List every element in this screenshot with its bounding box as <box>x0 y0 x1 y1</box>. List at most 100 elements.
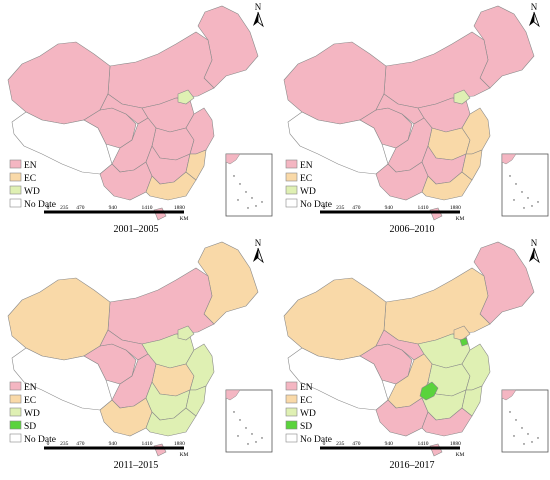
panel-period-title: 2016–2017 <box>390 460 435 471</box>
inset-island-2 <box>521 191 523 193</box>
panel-period-title: 2001–2005 <box>114 224 159 235</box>
region-hainan <box>429 207 443 221</box>
inset-island-5 <box>261 201 263 203</box>
north-label: N <box>255 238 262 248</box>
scale-tick-label: 1880 <box>450 441 461 447</box>
region-xinjiang <box>283 41 387 125</box>
china-map <box>283 241 535 457</box>
legend-label-ec: EC <box>300 396 312 406</box>
legend-swatch-nodate <box>285 198 298 208</box>
scale-tick-label: 1410 <box>418 205 429 211</box>
legend-label-wd: WD <box>24 187 40 197</box>
legend-swatch-ec <box>9 394 22 404</box>
region-hainan <box>153 443 167 457</box>
inset-island-1 <box>515 419 517 421</box>
south-china-sea-inset <box>225 153 273 217</box>
north-label: N <box>255 2 262 12</box>
region-hainan <box>153 207 167 221</box>
region-beijing-tianjin <box>453 89 471 105</box>
legend-swatch-wd <box>9 407 22 417</box>
north-arrow-left-0 <box>253 12 258 26</box>
inset-island-0 <box>509 175 511 177</box>
scale-tick-label: 1880 <box>174 205 185 211</box>
legend-swatch-nodate <box>9 433 22 443</box>
inset-coast <box>501 389 517 401</box>
region-beijing-tianjin <box>177 325 195 341</box>
legend-swatch-ec <box>285 394 298 404</box>
panel-period-title: 2011–2015 <box>114 460 159 471</box>
scale-unit: KM <box>180 216 189 222</box>
inset-island-7 <box>513 199 515 201</box>
south-china-sea-inset <box>501 389 549 453</box>
inset-island-3 <box>527 433 529 435</box>
region-beijing-tianjin <box>177 89 195 105</box>
inset-island-6 <box>523 207 525 209</box>
inset-island-2 <box>245 191 247 193</box>
scale-tick-label: 235 <box>336 205 345 211</box>
inset-island-5 <box>537 437 539 439</box>
inset-island-7 <box>237 435 239 437</box>
region-guangdong <box>145 407 197 437</box>
inset-island-1 <box>239 419 241 421</box>
scale-tick-label: 0 <box>47 441 50 447</box>
inset-coast <box>225 153 241 165</box>
legend-label-nodate: No Date <box>300 200 332 210</box>
region-xinjiang <box>7 41 111 125</box>
region-inner-mongolia <box>383 31 491 109</box>
legend-label-wd: WD <box>24 409 40 419</box>
region-inner-mongolia <box>107 31 215 109</box>
north-label: N <box>531 238 538 248</box>
legend-swatch-nodate <box>285 433 298 443</box>
north-arrow-right-3 <box>533 247 540 264</box>
inset-island-4 <box>255 441 257 443</box>
legend-label-nodate: No Date <box>300 435 332 445</box>
china-map <box>283 5 535 221</box>
south-china-sea-inset <box>501 153 549 217</box>
south-china-sea-inset <box>225 389 273 453</box>
legend-swatch-sd <box>9 420 22 430</box>
legend-label-en: EN <box>300 383 313 393</box>
north-arrow-left-2 <box>253 248 258 262</box>
legend-swatch-en <box>285 159 298 169</box>
scale-tick-label: 0 <box>323 441 326 447</box>
north-arrow-right-0 <box>257 11 264 28</box>
scale-tick-label: 940 <box>385 205 394 211</box>
scale-tick-label: 1410 <box>142 441 153 447</box>
region-sd-blob-north <box>459 337 469 347</box>
region-xinjiang <box>283 277 387 361</box>
region-inner-mongolia <box>107 267 215 345</box>
legend-label-wd: WD <box>300 187 316 197</box>
north-arrow-left-1 <box>529 12 534 26</box>
inset-island-0 <box>233 175 235 177</box>
scale-tick-label: 1880 <box>174 441 185 447</box>
north-arrow-left-3 <box>529 248 534 262</box>
region-fujian <box>185 149 207 181</box>
legend-label-ec: EC <box>300 174 312 184</box>
region-fujian <box>185 385 207 417</box>
legend-swatch-wd <box>285 407 298 417</box>
north-arrow-right-2 <box>257 247 264 264</box>
scale-unit: KM <box>456 216 465 222</box>
north-arrow-right-1 <box>533 11 540 28</box>
legend-label-en: EN <box>24 383 37 393</box>
legend-swatch-ec <box>285 172 298 182</box>
region-hainan <box>429 443 443 457</box>
inset-island-3 <box>251 433 253 435</box>
inset-island-5 <box>261 437 263 439</box>
north-label: N <box>531 2 538 12</box>
legend-swatch-nodate <box>9 198 22 208</box>
scale-tick-label: 235 <box>336 441 345 447</box>
legend-label-sd: SD <box>300 422 312 432</box>
inset-coast <box>225 389 241 401</box>
legend-swatch-ec <box>9 172 22 182</box>
china-map <box>7 241 259 457</box>
inset-island-1 <box>239 183 241 185</box>
region-inner-mongolia <box>383 267 491 345</box>
region-fujian <box>461 385 483 417</box>
legend-label-ec: EC <box>24 174 36 184</box>
inset-island-4 <box>531 205 533 207</box>
